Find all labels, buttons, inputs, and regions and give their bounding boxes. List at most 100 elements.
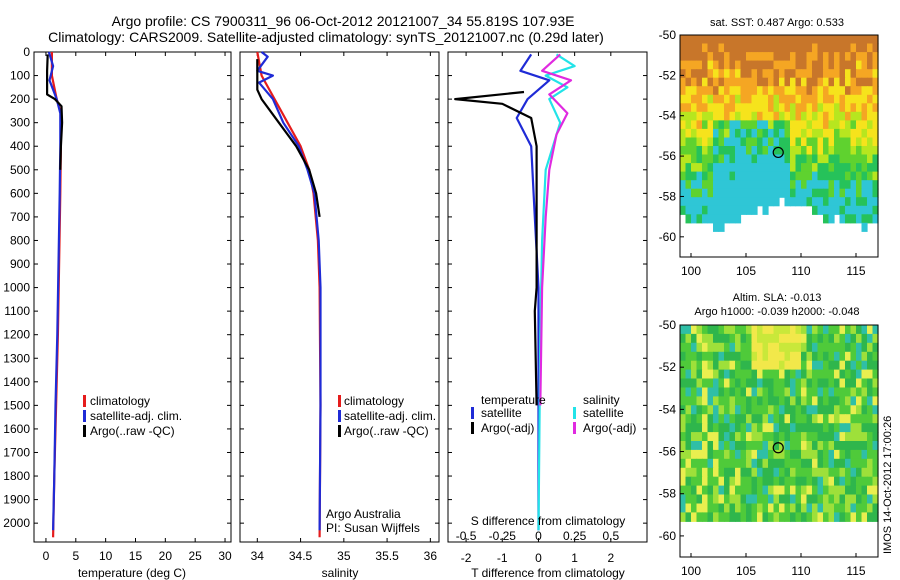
heatmap-cell [845, 35, 852, 45]
heatmap-cell [823, 503, 830, 513]
heatmap-cell [784, 86, 791, 96]
heatmap-cell [845, 52, 852, 62]
heatmap-cell [801, 449, 808, 460]
heatmap-cell [696, 77, 703, 87]
heatmap-cell [856, 214, 863, 224]
heatmap-cell [823, 137, 830, 147]
heatmap-cell [696, 180, 703, 190]
heatmap-cell [784, 325, 791, 335]
heatmap-cell [724, 163, 731, 173]
heatmap-cell [757, 146, 764, 156]
heatmap-cell [845, 449, 852, 460]
heatmap-cell [867, 476, 874, 487]
series-line-black [454, 90, 538, 406]
heatmap-cell [856, 111, 863, 121]
heatmap-cell [817, 467, 824, 478]
heatmap-cell [801, 197, 808, 207]
heatmap-cell [707, 111, 714, 121]
heatmap-cell [845, 171, 852, 181]
heatmap-cell [806, 449, 813, 460]
credit-org: Argo Australia [326, 507, 401, 521]
heatmap-cell [740, 405, 747, 415]
heatmap-cell [856, 503, 863, 513]
heatmap-cell [702, 432, 709, 442]
heatmap-cell [773, 342, 780, 353]
heatmap-cell [806, 146, 813, 156]
heatmap-cell [746, 197, 753, 207]
heatmap-cell [691, 171, 698, 181]
heatmap-cell [839, 43, 846, 53]
heatmap-cell [746, 205, 753, 215]
heatmap-cell [801, 360, 808, 371]
heatmap-cell [817, 396, 824, 406]
heatmap-cell [812, 449, 819, 460]
heatmap-cell [762, 77, 769, 87]
heatmap-cell [845, 128, 852, 138]
sla-map-title: Altim. SLA: -0.013 [733, 292, 822, 304]
heatmap-cell [762, 171, 769, 181]
heatmap-cell [773, 52, 780, 62]
heatmap-cell [740, 103, 747, 113]
heatmap-cell [702, 69, 709, 79]
heatmap-cell [828, 171, 835, 181]
heatmap-cell [718, 458, 725, 469]
heatmap-cell [784, 441, 791, 451]
heatmap-cell [784, 197, 791, 207]
legend-swatch-t-argo [471, 422, 474, 434]
heatmap-cell [740, 325, 747, 335]
heatmap-cell [867, 52, 874, 62]
heatmap-cell [718, 333, 725, 344]
heatmap-cell [740, 387, 747, 397]
heatmap-cell [817, 387, 824, 397]
heatmap-cell [746, 120, 753, 130]
heatmap-cell [823, 214, 830, 224]
heatmap-cell [740, 441, 747, 451]
heatmap-cell [685, 197, 692, 207]
heatmap-cell [801, 369, 808, 380]
heatmap-cell [795, 86, 802, 96]
heatmap-cell [828, 86, 835, 96]
heatmap-cell [768, 432, 775, 442]
heatmap-cell [861, 378, 868, 388]
heatmap-cell [680, 94, 687, 104]
heatmap-cell [746, 378, 753, 388]
heatmap-cell [751, 77, 758, 87]
heatmap-cell [751, 369, 758, 380]
heatmap-cell [845, 146, 852, 156]
heatmap-cell [806, 188, 813, 198]
heatmap-cell [707, 414, 714, 424]
heatmap-cell [823, 423, 830, 433]
heatmap-cell [724, 103, 731, 113]
heatmap-cell [680, 180, 687, 190]
heatmap-cell [828, 494, 835, 504]
heatmap-cell [828, 137, 835, 147]
heatmap-cell [812, 197, 819, 207]
heatmap-cell [718, 128, 725, 138]
lon-tick-label: 105 [736, 264, 756, 278]
heatmap-cell [680, 325, 687, 335]
heatmap-cell [861, 205, 868, 215]
heatmap-cell [801, 163, 808, 173]
heatmap-cell [834, 180, 841, 190]
heatmap-cell [801, 414, 808, 424]
heatmap-cell [861, 369, 868, 380]
heatmap-cell [801, 103, 808, 113]
heatmap-cell [740, 86, 747, 96]
heatmap-cell [801, 77, 808, 87]
heatmap-cell [685, 154, 692, 164]
heatmap-cell [685, 111, 692, 121]
heatmap-cell [790, 512, 797, 522]
heatmap-cell [867, 137, 874, 147]
heatmap-cell [680, 387, 687, 397]
heatmap-cell [801, 378, 808, 388]
lat-tick-label: -60 [659, 230, 677, 244]
heatmap-cell [850, 494, 857, 504]
heatmap-cell [757, 325, 764, 335]
heatmap-cell [768, 458, 775, 469]
heatmap-cell [779, 333, 786, 344]
heatmap-cell [861, 103, 868, 113]
heatmap-cell [729, 503, 736, 513]
heatmap-cell [867, 120, 874, 130]
heatmap-cell [828, 77, 835, 87]
heatmap-cell [691, 414, 698, 424]
